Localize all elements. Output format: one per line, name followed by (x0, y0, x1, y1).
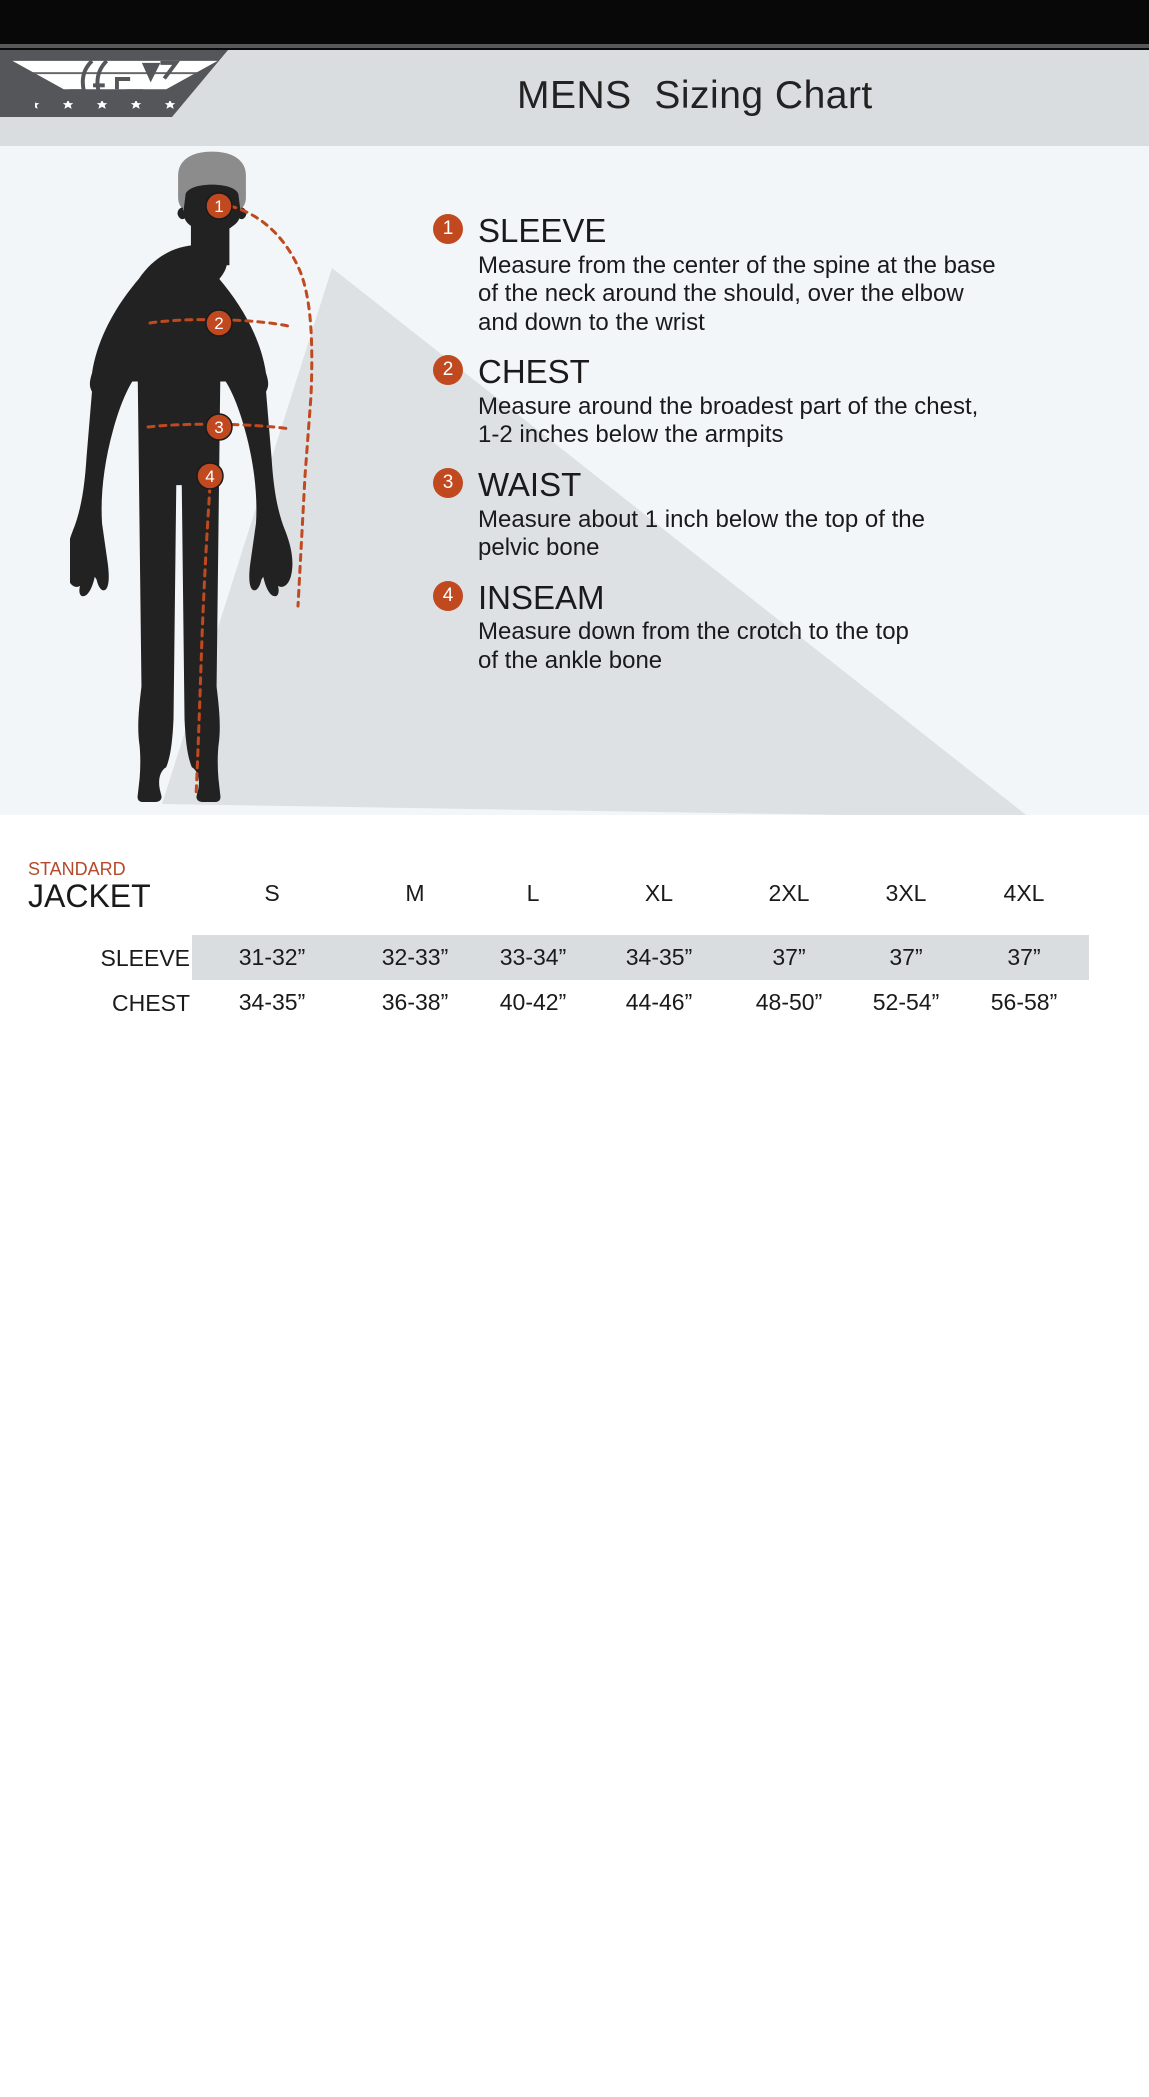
svg-text:3: 3 (214, 418, 223, 437)
svg-text:4: 4 (205, 467, 214, 486)
svg-text:2: 2 (214, 314, 223, 333)
svg-text:1: 1 (214, 197, 223, 216)
